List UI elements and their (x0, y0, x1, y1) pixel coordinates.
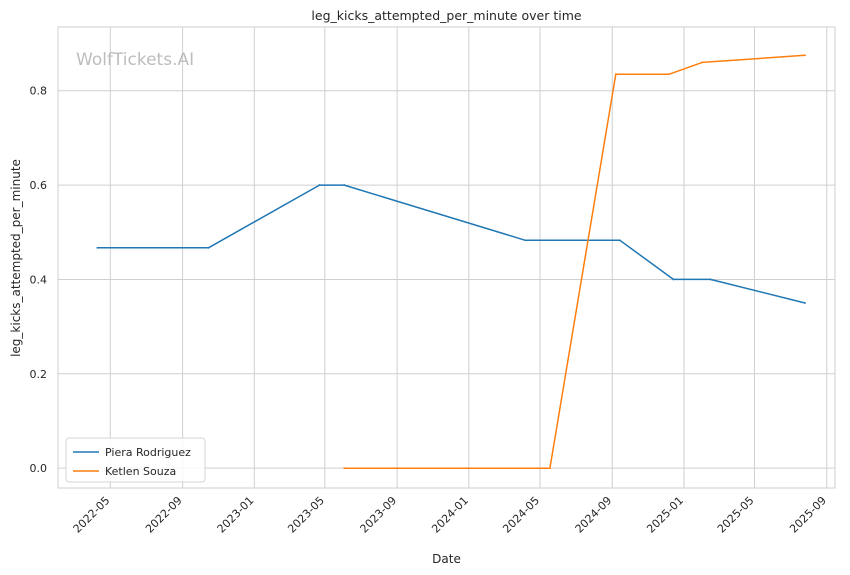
data-point-piera-rodriguez (709, 278, 712, 281)
plot-frame (57, 26, 836, 489)
y-axis-label: leg_kicks_attempted_per_minute (9, 159, 23, 357)
chart-title: leg_kicks_attempted_per_minute over time (311, 8, 581, 23)
data-point-ketlen-souza (701, 61, 704, 64)
data-point-ketlen-souza (343, 467, 346, 470)
data-point-ketlen-souza (668, 73, 671, 76)
x-tick-label: 2022-05 (71, 494, 113, 536)
watermark-text: WolfTickets.AI (76, 50, 194, 70)
data-point-ketlen-souza (614, 73, 617, 76)
x-tick-label: 2022-09 (143, 494, 185, 536)
y-tick-label: 0.6 (30, 179, 48, 192)
grid-lines (58, 27, 835, 488)
legend: Piera Rodriguez Ketlen Souza (65, 437, 206, 483)
data-point-piera-rodriguez (804, 302, 806, 304)
data-point-piera-rodriguez (618, 239, 621, 242)
series-line-piera-rodriguez (97, 184, 806, 304)
y-tick-label: 0.4 (30, 273, 48, 286)
x-tick-label: 2023-05 (285, 494, 327, 536)
data-point-piera-rodriguez (318, 184, 321, 186)
data-point-ketlen-souza (549, 467, 551, 470)
data-point-piera-rodriguez (343, 184, 346, 186)
data-point-piera-rodriguez (524, 239, 527, 242)
series-layer (96, 54, 806, 470)
x-tick-label: 2024-09 (573, 494, 615, 536)
y-tick-label: 0.8 (30, 85, 48, 98)
x-tick-label: 2023-09 (358, 494, 400, 536)
data-point-piera-rodriguez (207, 246, 210, 249)
y-tick-label: 0.2 (30, 368, 48, 381)
x-tick-label: 2025-05 (715, 494, 757, 536)
x-tick-label: 2024-05 (500, 494, 542, 536)
legend-box (65, 437, 206, 483)
x-tick-labels: 2022-05 2022-09 2023-01 2023-05 2023-09 2024-… (71, 494, 829, 536)
data-point-piera-rodriguez (672, 278, 675, 281)
data-point-ketlen-souza (804, 54, 806, 57)
data-point-piera-rodriguez (96, 246, 99, 249)
legend-label-piera-rodriguez: Piera Rodriguez (105, 446, 191, 459)
y-tick-labels: 0.0 0.2 0.4 0.6 0.8 (30, 85, 48, 475)
x-tick-label: 2023-01 (215, 494, 257, 536)
x-tick-label: 2025-01 (644, 494, 686, 536)
x-tick-label: 2025-09 (787, 494, 829, 536)
x-tick-label: 2024-01 (429, 494, 471, 536)
y-tick-label: 0.0 (30, 462, 48, 475)
legend-label-ketlen-souza: Ketlen Souza (105, 465, 176, 478)
x-axis-label: Date (432, 552, 461, 566)
series-line-ketlen-souza (344, 54, 806, 469)
